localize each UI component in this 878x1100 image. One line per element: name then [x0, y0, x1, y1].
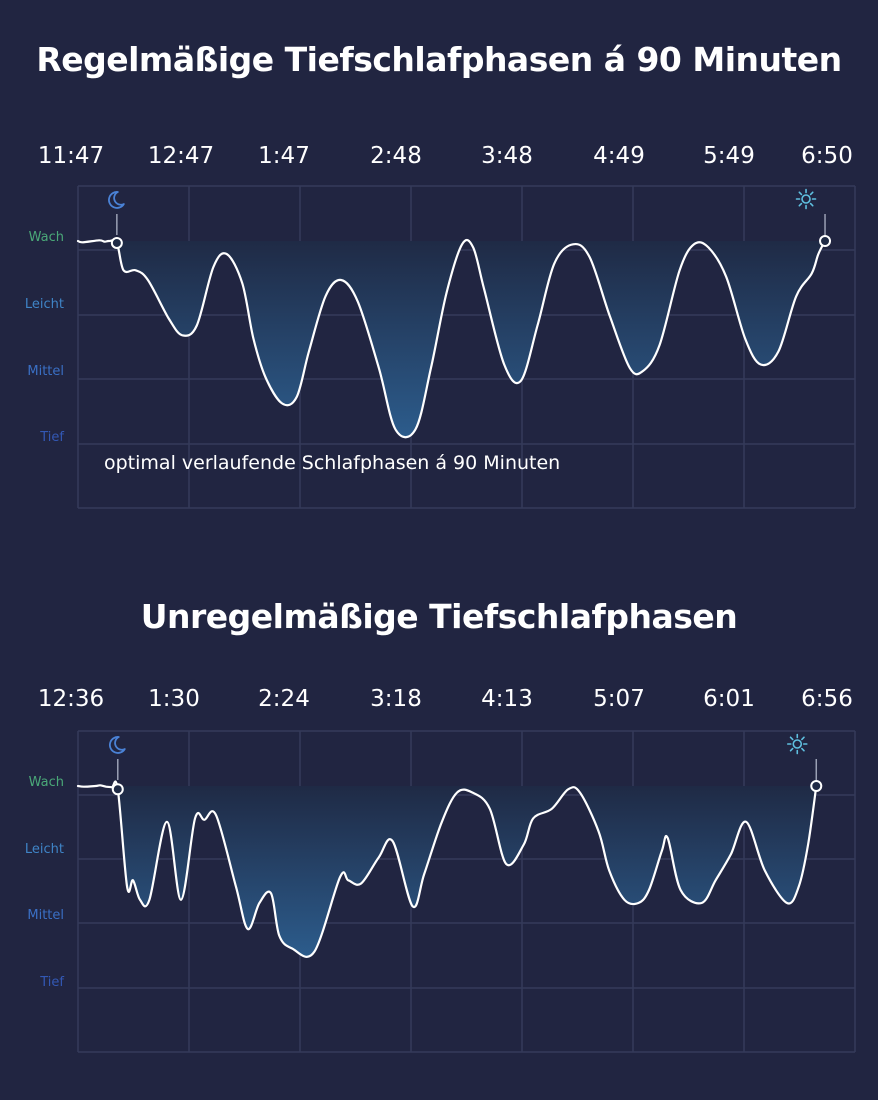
x-tick-label: 12:47: [148, 143, 214, 169]
x-tick-label: 2:48: [370, 143, 422, 169]
chart-panel-irregular: Unregelmäßige Tiefschlafphasen 12:36 1:30…: [0, 545, 878, 1100]
x-tick-label: 3:18: [370, 686, 422, 712]
sun-icon: [786, 733, 808, 755]
grid: [77, 730, 856, 1053]
x-tick-label: 11:47: [38, 143, 104, 169]
y-category-label: Leicht: [25, 842, 64, 857]
chart-annotation: optimal verlaufende Schlafphasen á 90 Mi…: [104, 452, 560, 474]
sleep-chart-irregular: 12:36 1:30 2:24 3:18 4:13 5:07 6:01 6:56 Wach Lei…: [25, 686, 856, 1053]
y-category-label: Tief: [39, 975, 64, 990]
x-tick-label: 6:01: [703, 686, 755, 712]
x-tick-label: 4:49: [593, 143, 645, 169]
moon-icon: [108, 191, 125, 209]
sleep-area-fill: [116, 239, 826, 438]
start-marker: [111, 783, 124, 796]
x-tick-label: 3:48: [481, 143, 533, 169]
sleep-curve: [76, 780, 818, 958]
x-tick-label: 1:30: [148, 686, 200, 712]
moon-icon: [108, 736, 126, 754]
end-marker: [810, 780, 823, 792]
y-category-label: Leicht: [25, 297, 64, 312]
x-tick-label: 5:07: [593, 686, 645, 712]
x-tick-label: 2:24: [258, 686, 310, 712]
end-marker: [819, 235, 832, 247]
chart-panel-regular: Regelmäßige Tiefschlafphasen á 90 Minute…: [0, 0, 878, 540]
y-category-label: Wach: [29, 230, 64, 245]
x-tick-label: 5:49: [703, 143, 755, 169]
x-tick-label: 1:47: [258, 143, 310, 169]
x-tick-label: 12:36: [38, 686, 104, 712]
start-marker: [110, 236, 123, 249]
y-category-label: Mittel: [27, 908, 64, 923]
sun-icon: [795, 188, 817, 210]
y-category-label: Mittel: [27, 364, 64, 379]
x-tick-label: 4:13: [481, 686, 533, 712]
x-tick-label: 6:56: [801, 686, 853, 712]
chart-title: Unregelmäßige Tiefschlafphasen: [140, 597, 738, 636]
y-category-label: Tief: [39, 430, 64, 445]
y-category-label: Wach: [29, 775, 64, 790]
sleep-curve: [76, 238, 827, 439]
sleep-area-fill: [117, 786, 817, 957]
x-tick-label: 6:50: [801, 143, 853, 169]
sleep-chart-regular: 11:47 12:47 1:47 2:48 3:48 4:49 5:49 6:50 Wach Le…: [25, 143, 856, 509]
chart-title: Regelmäßige Tiefschlafphasen á 90 Minute…: [36, 40, 842, 79]
